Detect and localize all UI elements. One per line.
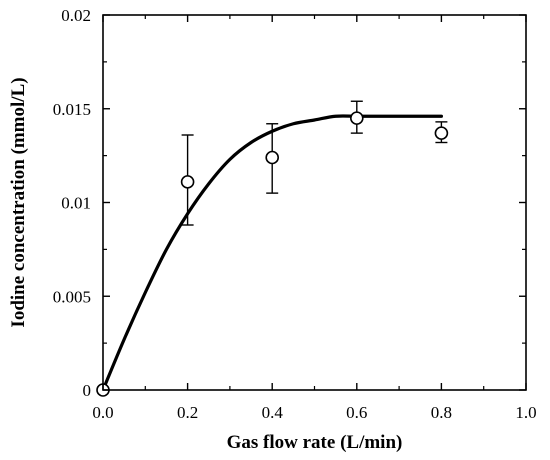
- data-point: [349, 111, 364, 125]
- data-point: [265, 150, 280, 165]
- x-tick-label: 0.0: [92, 403, 113, 422]
- x-axis-title: Gas flow rate (L/min): [227, 432, 403, 453]
- y-tick-label: 0.005: [53, 287, 91, 306]
- y-tick-label: 0.015: [53, 100, 91, 119]
- x-tick-label: 0.4: [262, 403, 284, 422]
- x-tick-label: 0.6: [346, 403, 367, 422]
- y-tick-label: 0: [83, 381, 92, 400]
- data-point: [180, 175, 195, 189]
- x-tick-label: 0.8: [431, 403, 452, 422]
- data-point: [434, 126, 449, 140]
- y-tick-label: 0.01: [61, 194, 91, 213]
- x-tick-label: 0.2: [177, 403, 198, 422]
- plot-frame: [102, 14, 527, 391]
- x-tick-label: 1.0: [515, 403, 536, 422]
- y-tick-label: 0.02: [61, 6, 91, 25]
- y-axis-title: Iodine concentration (mmol/L): [8, 77, 29, 327]
